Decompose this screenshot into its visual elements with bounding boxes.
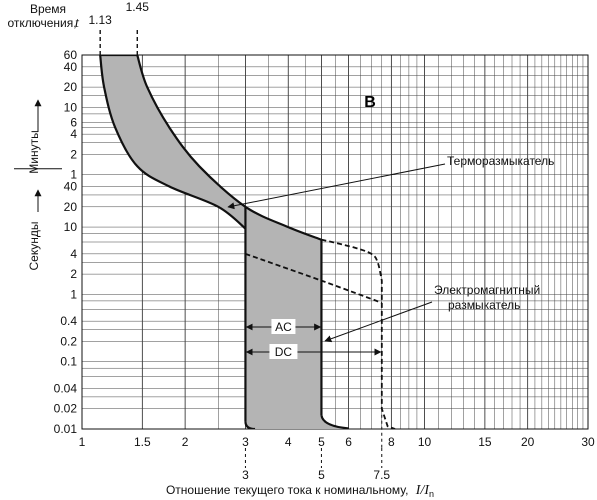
ac-label: AC bbox=[275, 320, 292, 334]
y-tick-label-seconds: 40 bbox=[64, 180, 78, 194]
x-tick-label: 15 bbox=[478, 435, 492, 449]
x-axis-title-sub: n bbox=[429, 489, 434, 499]
x-tick-label: 1 bbox=[79, 435, 86, 449]
x-tick-label: 3 bbox=[242, 435, 249, 449]
dc-lower-dashed bbox=[245, 253, 383, 304]
x-axis-title: Отношение текущего тока к номинальному, … bbox=[166, 483, 434, 499]
y-tick-label-seconds: 2 bbox=[70, 267, 77, 281]
x-axis-title-text: Отношение текущего тока к номинальному, bbox=[166, 483, 409, 497]
magnetic-label-line-2: размыкатель bbox=[448, 298, 520, 312]
x-tick-label: 8 bbox=[388, 435, 395, 449]
x-tick-label: 5 bbox=[318, 435, 325, 449]
x-tick-label: 6 bbox=[345, 435, 352, 449]
magnetic-leader bbox=[324, 301, 433, 343]
y-title-line-1: Время bbox=[30, 2, 66, 16]
thermal-leader bbox=[227, 163, 446, 210]
bottom-marker-label: 7.5 bbox=[373, 468, 390, 482]
y-tick-label-seconds: 0.2 bbox=[60, 334, 77, 348]
top-marker-label: 1.45 bbox=[126, 0, 150, 14]
y-tick-label-minutes: 6 bbox=[70, 115, 77, 129]
y-tick-label-seconds: 20 bbox=[64, 200, 78, 214]
y-label-minutes: Минуты bbox=[27, 130, 41, 173]
y-label-seconds: Секунды bbox=[27, 222, 41, 271]
thermal-right-edge bbox=[136, 55, 322, 241]
dc-label-bg bbox=[269, 344, 298, 359]
y-tick-label-minutes: 60 bbox=[64, 48, 78, 62]
ac-left-bottom bbox=[244, 421, 256, 429]
x-tick-label: 4 bbox=[285, 435, 292, 449]
thermal-label: Терморазмыкатель bbox=[447, 154, 554, 168]
y-tick-label-minutes: 2 bbox=[70, 147, 77, 161]
y-title-line-2: отключения, bbox=[7, 16, 76, 30]
y-tick-label-seconds: 10 bbox=[64, 220, 78, 234]
y-tick-label-seconds: 1 bbox=[70, 287, 77, 301]
y-tick-label-seconds: 0.01 bbox=[54, 422, 78, 436]
tick-labels: 1 1.5 2 3 4 5 6 8 10 15 20 30 0.01 0.02 0.04 0.1 0.2 0.4 1… bbox=[54, 48, 595, 449]
y-title-symbol: t bbox=[75, 16, 80, 31]
grid bbox=[81, 54, 589, 430]
bottom-marker-label: 3 bbox=[242, 468, 249, 482]
top-marker-label: 1.13 bbox=[89, 13, 113, 27]
ac-label-bg bbox=[271, 319, 296, 334]
y-tick-label-seconds: 0.02 bbox=[54, 402, 78, 416]
curves bbox=[99, 55, 396, 429]
x-tick-label: 2 bbox=[182, 435, 189, 449]
x-tick-label: 10 bbox=[418, 435, 432, 449]
y-tick-label-minutes: 1 bbox=[70, 168, 77, 182]
dc-label: DC bbox=[275, 345, 293, 359]
y-tick-label-minutes: 10 bbox=[64, 100, 78, 114]
y-title-line-2-text: отключения, bbox=[7, 16, 76, 30]
bottom-marker-label: 5 bbox=[318, 468, 325, 482]
y-tick-label-seconds: 0.04 bbox=[54, 381, 78, 395]
y-tick-label-seconds: 0.4 bbox=[60, 314, 77, 328]
thermal-left-edge bbox=[99, 55, 247, 230]
x-axis-title-math: I/I bbox=[415, 483, 431, 498]
x-tick-label: 20 bbox=[521, 435, 535, 449]
magnetic-label-line-1: Электромагнитный bbox=[434, 283, 540, 297]
x-tick-label: 30 bbox=[581, 435, 595, 449]
y-tick-label-seconds: 0.1 bbox=[60, 355, 77, 369]
curve-label: B bbox=[364, 94, 376, 111]
y-tick-label-minutes: 4 bbox=[70, 127, 77, 141]
y-tick-label-minutes: 20 bbox=[64, 80, 78, 94]
y-tick-label-minutes: 40 bbox=[64, 60, 78, 74]
dc-dashed-outline bbox=[321, 238, 396, 429]
annotations: 1.13 1.45 AC DC 3 5 7.5 bbox=[14, 0, 446, 482]
y-tick-label-seconds: 4 bbox=[70, 247, 77, 261]
x-tick-label: 1.5 bbox=[134, 435, 151, 449]
ac-right-bottom bbox=[320, 414, 349, 429]
